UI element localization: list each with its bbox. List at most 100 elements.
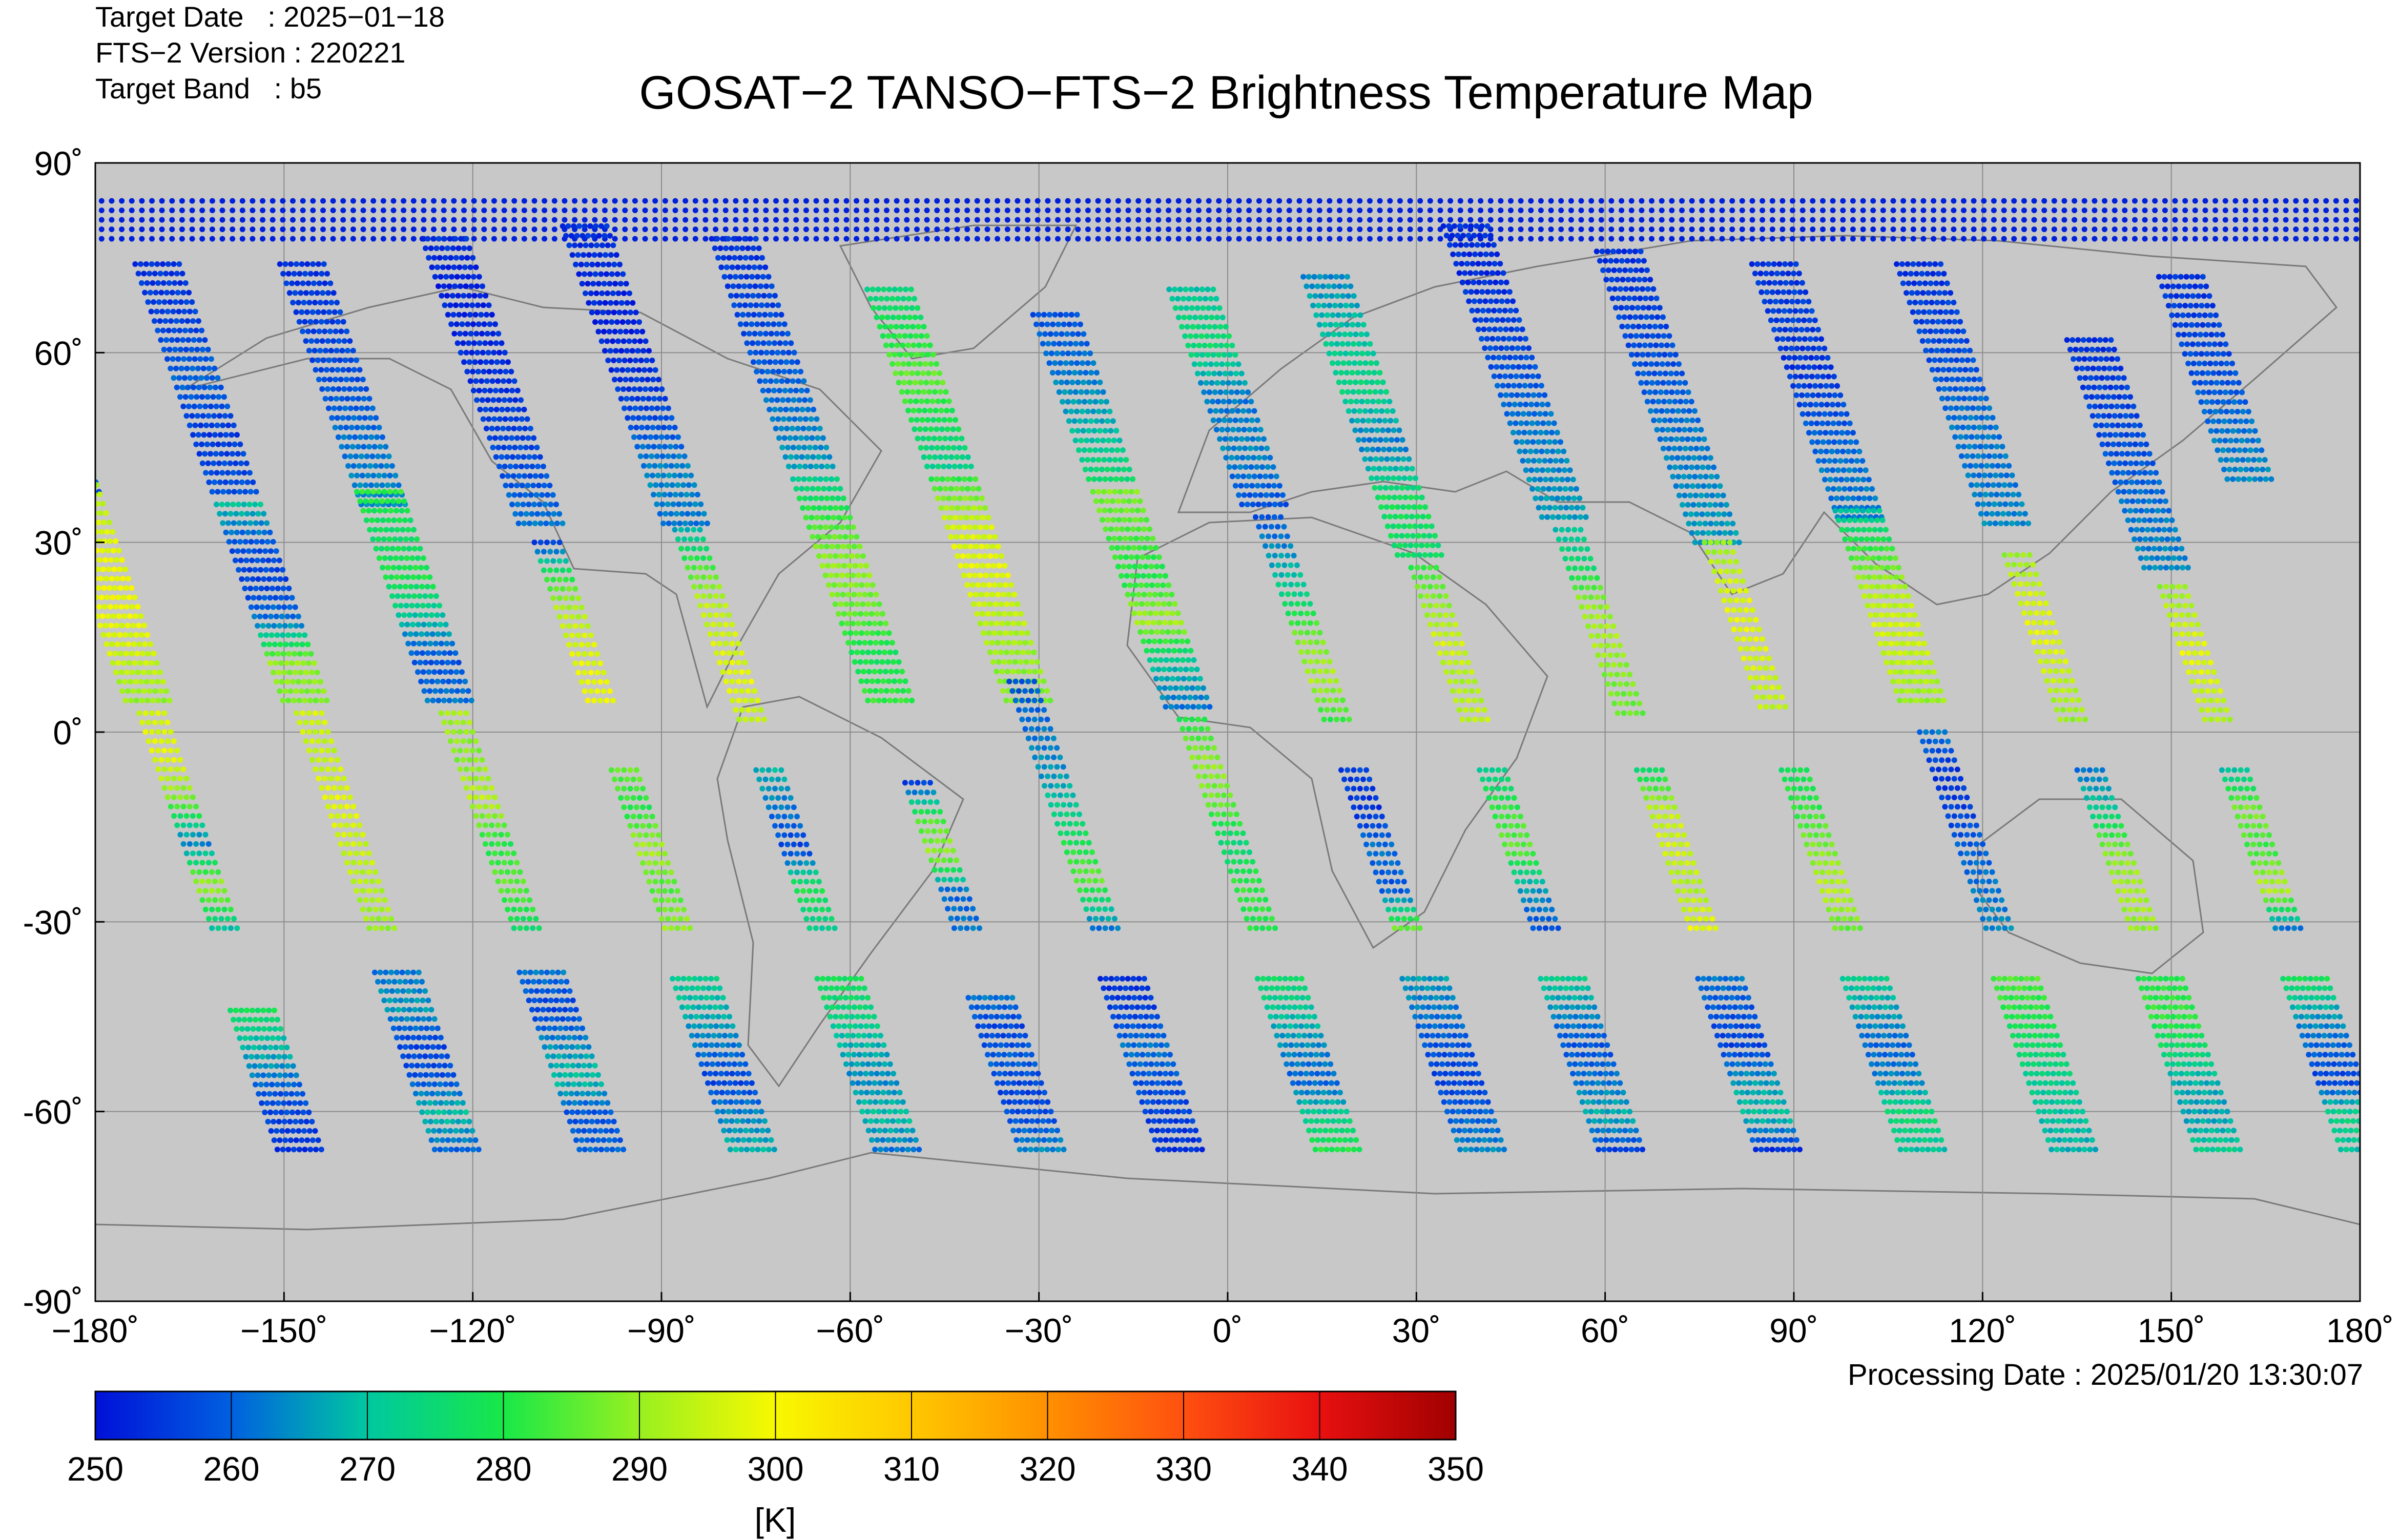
obs-point (417, 1007, 423, 1013)
obs-point (144, 697, 151, 703)
obs-point (309, 309, 316, 315)
obs-point (498, 435, 504, 441)
obs-point (218, 384, 224, 390)
polar-obs-point (1790, 217, 1795, 223)
obs-point (440, 678, 446, 684)
obs-point (533, 915, 539, 922)
obs-point (182, 394, 189, 400)
obs-point (96, 538, 102, 544)
obs-point (838, 505, 844, 511)
polar-obs-point (1880, 207, 1886, 214)
obs-point (239, 511, 245, 517)
obs-point (727, 1014, 733, 1019)
polar-obs-point (1226, 198, 1232, 204)
obs-point (495, 330, 502, 337)
obs-point (350, 347, 356, 353)
obs-point (852, 1071, 858, 1077)
polar-obs-point (854, 226, 860, 233)
polar-obs-point (1045, 226, 1051, 233)
polar-obs-point (1498, 207, 1504, 214)
obs-point (514, 897, 520, 903)
obs-point (537, 558, 544, 564)
obs-point (811, 406, 817, 412)
polar-obs-point (119, 198, 125, 204)
obs-point (505, 906, 511, 912)
obs-point (630, 795, 636, 801)
obs-point (756, 359, 762, 365)
obs-point (449, 293, 456, 299)
polar-obs-point (1256, 217, 1262, 223)
obs-point (292, 290, 298, 296)
obs-point (845, 985, 851, 991)
polar-obs-point (813, 217, 819, 223)
obs-point (876, 1061, 882, 1067)
obs-point (562, 1072, 568, 1078)
polar-obs-point (1266, 236, 1272, 242)
obs-point (411, 527, 417, 533)
obs-point (10, 316, 15, 321)
obs-point (560, 521, 566, 527)
obs-point (378, 988, 384, 994)
obs-point (445, 659, 451, 665)
polar-obs-point (1659, 207, 1665, 214)
obs-point (95, 482, 100, 488)
obs-point (686, 1023, 692, 1029)
obs-point (853, 630, 859, 636)
polar-obs-point (1659, 236, 1665, 242)
obs-point (754, 255, 760, 261)
obs-point (346, 367, 351, 373)
obs-point (319, 386, 325, 392)
obs-point (280, 1147, 286, 1153)
obs-point (405, 988, 411, 994)
obs-point (820, 534, 826, 540)
obs-point (354, 850, 360, 857)
obs-point (169, 289, 175, 296)
obs-point (840, 592, 846, 598)
obs-point (145, 651, 151, 657)
polar-obs-point (1175, 198, 1182, 204)
obs-point (738, 274, 744, 280)
obs-point (674, 888, 680, 894)
obs-point (450, 245, 456, 252)
obs-point (733, 688, 739, 694)
obs-point (448, 738, 453, 744)
polar-obs-point (1025, 198, 1031, 204)
obs-point (56, 470, 62, 475)
obs-point (595, 281, 602, 287)
obs-point (386, 453, 392, 460)
obs-point (735, 1137, 741, 1143)
polar-obs-point (551, 236, 557, 242)
polar-obs-point (702, 226, 709, 233)
polar-obs-point (1850, 207, 1856, 214)
obs-point (319, 338, 325, 344)
obs-point (752, 283, 758, 289)
obs-point (48, 412, 54, 418)
obs-point (735, 640, 741, 647)
obs-point (510, 406, 516, 412)
obs-point (820, 975, 826, 982)
polar-obs-point (713, 217, 719, 223)
obs-point (882, 1128, 888, 1134)
obs-point (849, 1014, 855, 1019)
polar-obs-point (602, 198, 608, 204)
obs-point (234, 925, 240, 931)
polar-obs-point (1015, 198, 1021, 204)
polar-obs-point (964, 198, 970, 204)
obs-point (599, 242, 605, 248)
polar-obs-point (1327, 217, 1333, 223)
obs-point (300, 1091, 305, 1097)
polar-obs-point (1337, 236, 1342, 242)
obs-point (511, 426, 517, 431)
obs-point (147, 289, 153, 296)
polar-obs-point (1115, 198, 1121, 204)
polar-obs-point (2343, 236, 2349, 242)
obs-point (836, 1023, 842, 1029)
obs-point (710, 1080, 716, 1086)
polar-obs-point (149, 217, 155, 223)
obs-point (870, 630, 876, 636)
obs-point (893, 1128, 899, 1134)
obs-point (800, 906, 806, 912)
obs-point (834, 476, 840, 482)
polar-obs-point (250, 198, 256, 204)
polar-obs-point (652, 207, 658, 214)
